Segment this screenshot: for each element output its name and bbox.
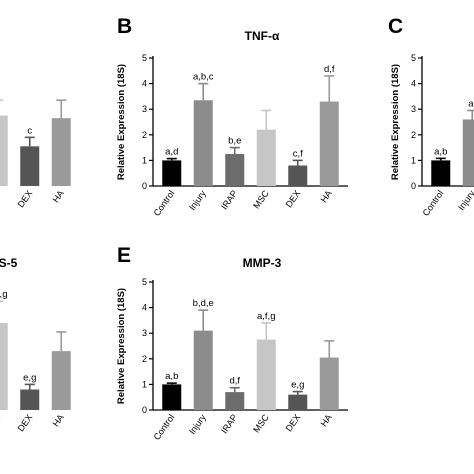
significance-label-e-0: a,b (165, 371, 178, 382)
x-tick-label-e-3: MSC (251, 412, 271, 435)
panel-label-e: E (117, 244, 131, 267)
chart-title-e: MMP-3 (243, 256, 282, 270)
significance-label-e-2: d,f (229, 376, 240, 387)
x-tick-label-b-3: MSC (251, 188, 271, 211)
bar-b-5 (319, 101, 339, 186)
x-tick-label-d-3: SC (0, 412, 3, 428)
significance-label-b-1: a,b,c (193, 72, 214, 83)
y-tick-label-c: 4 (411, 79, 416, 89)
x-tick-label-b-1: Injury (187, 188, 208, 212)
bar-c-1 (462, 119, 474, 186)
y-tick-label-b: 0 (142, 181, 147, 191)
bar-a-5 (51, 118, 71, 186)
significance-label-c-1: a, (468, 98, 474, 109)
bar-e-2 (225, 392, 245, 410)
y-tick-label-e: 3 (142, 328, 147, 338)
y-tick-label-b: 4 (142, 79, 147, 89)
bar-a-3 (0, 115, 8, 186)
significance-label-b-2: b,e (228, 136, 241, 147)
y-tick-label-c: 5 (411, 53, 416, 63)
y-axis-label-b: Relative Expression (18S) (116, 64, 127, 180)
bar-b-3 (256, 129, 276, 186)
y-tick-label-b: 5 (142, 53, 147, 63)
significance-label-d-4: e,g (23, 372, 36, 383)
panel-label-c: C (388, 15, 403, 38)
y-tick-label-e: 0 (142, 405, 147, 415)
chart-title-b: TNF-α (245, 29, 280, 43)
y-tick-label-b: 2 (142, 130, 147, 140)
y-tick-label-c: 3 (411, 104, 416, 114)
x-tick-label-b-2: IRAP (219, 188, 239, 211)
y-tick-label-b: 1 (142, 155, 147, 165)
significance-label-d-3: a,f,g (0, 289, 8, 300)
x-tick-label-e-4: DEX (284, 412, 303, 433)
y-axis-label-e: Relative Expression (18S) (116, 288, 127, 404)
x-tick-label-b-0: Control (152, 188, 177, 218)
x-tick-label-e-0: Control (152, 412, 177, 442)
x-tick-label-e-1: Injury (187, 412, 208, 436)
x-tick-label-b-4: DEX (284, 188, 303, 209)
bar-b-0 (162, 160, 182, 186)
y-tick-label-b: 3 (142, 104, 147, 114)
significance-label-b-0: a,d (165, 147, 178, 158)
significance-label-b-5: d,f (324, 64, 335, 75)
y-tick-label-e: 4 (142, 303, 147, 313)
chart-title-d: S-5 (0, 256, 18, 270)
bar-e-1 (193, 330, 213, 410)
bar-d-3 (0, 322, 8, 410)
x-tick-label-e-5: HA (319, 412, 334, 428)
bar-e-3 (256, 339, 276, 410)
bar-b-1 (193, 100, 213, 186)
bar-d-4 (20, 389, 40, 410)
y-tick-label-e: 1 (142, 379, 147, 389)
x-tick-label-b-5: HA (319, 188, 334, 204)
x-tick-label-c-0: Control (421, 188, 446, 218)
bar-e-5 (319, 357, 339, 410)
significance-label-e-1: b,d,e (193, 298, 214, 309)
y-tick-label-c: 0 (411, 181, 416, 191)
y-tick-label-e: 2 (142, 354, 147, 364)
bar-b-4 (288, 165, 308, 186)
significance-label-e-4: e,g (291, 380, 304, 391)
x-tick-label-a-4: DEX (16, 188, 35, 209)
significance-label-a-4: c (27, 125, 32, 136)
x-tick-label-e-2: IRAP (219, 412, 239, 435)
significance-label-e-3: a,f,g (257, 311, 276, 322)
bar-e-0 (162, 384, 182, 410)
x-tick-label-c-1: Injury (456, 188, 474, 212)
significance-label-b-4: c,f (293, 148, 303, 159)
x-tick-label-d-5: HA (51, 412, 66, 428)
panel-label-b: B (117, 15, 132, 38)
x-tick-label-d-4: DEX (16, 412, 35, 433)
bar-d-5 (51, 351, 71, 410)
x-tick-label-a-5: HA (51, 188, 66, 204)
bar-c-0 (431, 160, 451, 186)
y-tick-label-c: 1 (411, 155, 416, 165)
y-tick-label-c: 2 (411, 130, 416, 140)
y-axis-label-c: Relative Expression (18S) (390, 64, 401, 180)
significance-label-c-0: a,b (434, 146, 447, 157)
bar-b-2 (225, 154, 245, 186)
bar-e-4 (288, 394, 308, 410)
bar-a-4 (20, 146, 40, 186)
y-tick-label-e: 5 (142, 277, 147, 287)
